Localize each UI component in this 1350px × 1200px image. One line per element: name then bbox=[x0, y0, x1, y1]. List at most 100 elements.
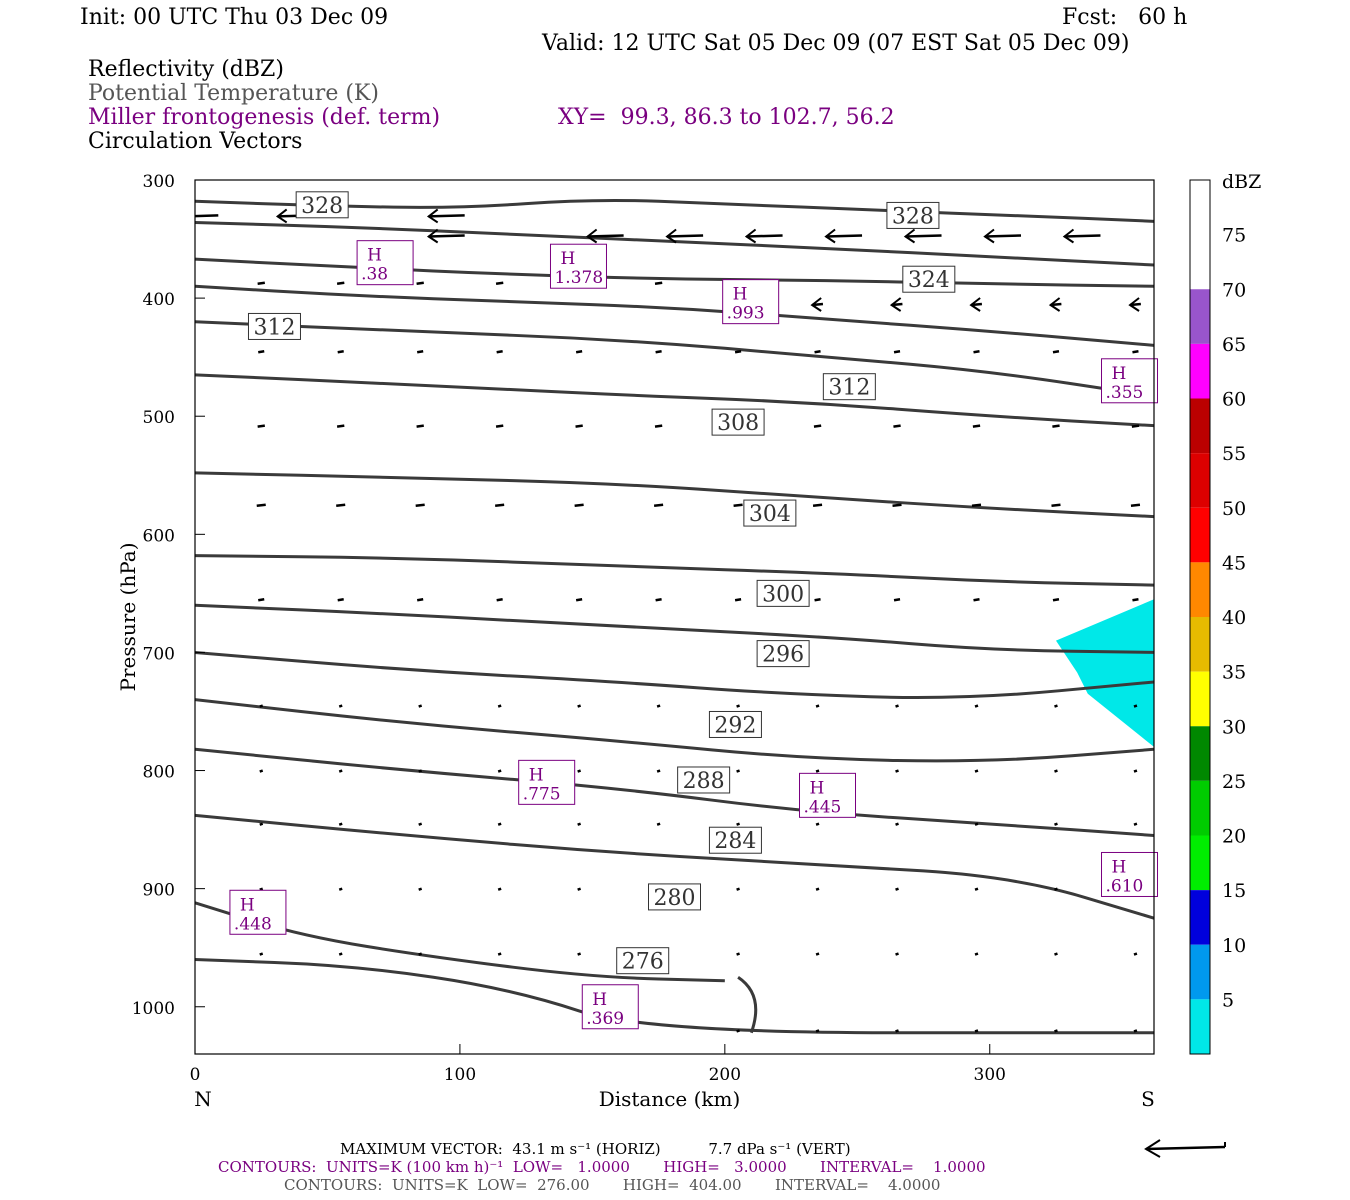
vector-shaft bbox=[1054, 822, 1058, 826]
x-tick-label: 0 bbox=[190, 1065, 201, 1085]
circulation-vector bbox=[495, 503, 505, 508]
circulation-vector bbox=[336, 424, 345, 428]
vector-shaft bbox=[814, 598, 821, 602]
y-axis-label: Pressure (hPa) bbox=[116, 543, 140, 692]
circulation-vector bbox=[259, 769, 264, 773]
vector-head bbox=[1062, 228, 1075, 244]
contour-label-box bbox=[295, 191, 349, 219]
frontogenesis-max: H.610 bbox=[1101, 851, 1159, 897]
vector-shaft bbox=[826, 234, 863, 238]
vector-shaft bbox=[812, 503, 823, 508]
circulation-vector bbox=[1130, 503, 1141, 508]
vector-shaft bbox=[893, 424, 901, 428]
vector-shaft bbox=[1133, 769, 1138, 773]
circulation-vector bbox=[338, 887, 343, 891]
colorbar-label: 75 bbox=[1222, 225, 1246, 247]
vector-shaft bbox=[973, 350, 980, 354]
vector-shaft bbox=[815, 822, 820, 826]
circulation-vector bbox=[893, 598, 901, 602]
vector-shaft bbox=[736, 952, 740, 956]
vector-shaft bbox=[815, 952, 820, 956]
circulation-vector bbox=[418, 822, 423, 826]
circulation-vector bbox=[656, 704, 661, 708]
vector-shaft bbox=[984, 234, 1022, 238]
circulation-vector bbox=[1133, 769, 1138, 773]
colorbar-label: 60 bbox=[1222, 389, 1246, 411]
colorbar-segment bbox=[1190, 343, 1210, 399]
circulation-vector bbox=[496, 350, 503, 354]
vector-shaft bbox=[418, 887, 423, 891]
colorbar-label: 45 bbox=[1222, 552, 1246, 574]
circulation-vector bbox=[974, 887, 979, 891]
circulation-vector bbox=[655, 350, 662, 354]
vector-shaft bbox=[574, 503, 584, 508]
vector-shaft bbox=[1052, 598, 1060, 602]
circulation-vector bbox=[736, 1029, 740, 1033]
frontogenesis-box bbox=[229, 889, 287, 935]
circulation-vector bbox=[182, 209, 219, 222]
circulation-vector bbox=[1052, 424, 1060, 428]
circulation-vector bbox=[257, 281, 266, 285]
vector-head bbox=[665, 228, 677, 244]
colorbar-segment bbox=[1190, 780, 1210, 836]
circulation-vector bbox=[426, 228, 465, 244]
frontogenesis-high-label: H bbox=[529, 765, 544, 785]
frontogenesis-value: .993 bbox=[727, 304, 765, 324]
vector-shaft bbox=[496, 598, 503, 602]
vector-shaft bbox=[1133, 704, 1138, 708]
vector-shaft bbox=[338, 822, 343, 826]
vector-shaft bbox=[195, 214, 219, 218]
vector-shaft bbox=[667, 234, 704, 238]
theta-contour-304 bbox=[195, 554, 1154, 587]
contour-label-box bbox=[902, 265, 956, 293]
circulation-vector bbox=[337, 598, 344, 602]
vector-shaft bbox=[497, 704, 502, 708]
colorbar-label: 5 bbox=[1222, 989, 1234, 1011]
circulation-vector bbox=[259, 704, 264, 708]
circulation-vector bbox=[338, 822, 343, 826]
contour-label-box bbox=[616, 947, 670, 975]
circulation-vector bbox=[1132, 350, 1139, 354]
vector-shaft bbox=[746, 234, 783, 238]
circulation-vector bbox=[895, 769, 899, 773]
circulation-vector bbox=[259, 887, 264, 891]
vector-head bbox=[275, 208, 288, 224]
contour-label-box bbox=[756, 579, 810, 607]
circulation-vector bbox=[974, 952, 979, 956]
vector-shaft bbox=[974, 704, 979, 708]
colorbar-segment bbox=[1190, 289, 1210, 344]
vector-shaft bbox=[971, 503, 982, 508]
vector-shaft bbox=[905, 234, 942, 238]
frontogenesis-high-label: H bbox=[592, 990, 607, 1010]
frontogenesis-max: H.448 bbox=[229, 889, 287, 935]
circulation-vector bbox=[1048, 297, 1062, 312]
circulation-vector bbox=[734, 350, 742, 354]
vector-shaft bbox=[1130, 503, 1141, 508]
vector-head bbox=[983, 228, 995, 244]
circulation-vector bbox=[258, 350, 265, 354]
vector-shaft bbox=[1054, 1029, 1058, 1033]
frontogenesis-box bbox=[722, 279, 780, 325]
circulation-vector bbox=[418, 769, 423, 773]
contour-label: 324 bbox=[908, 268, 950, 293]
theta-contour-316 bbox=[195, 284, 1154, 347]
vector-shaft bbox=[495, 503, 505, 508]
x-axis-label: Distance (km) bbox=[599, 1087, 741, 1111]
vector-shaft bbox=[497, 952, 502, 956]
circulation-vector bbox=[974, 769, 979, 773]
circulation-vector bbox=[656, 822, 661, 826]
vector-shaft bbox=[1052, 424, 1060, 428]
vector-shaft bbox=[416, 350, 424, 354]
circulation-vector bbox=[497, 769, 502, 773]
colorbar-label: 25 bbox=[1222, 771, 1246, 793]
vector-shaft bbox=[257, 281, 266, 285]
circulation-vector bbox=[1062, 228, 1101, 244]
vector-shaft bbox=[575, 350, 583, 354]
circulation-vector bbox=[1133, 1029, 1138, 1033]
contour-label-box bbox=[822, 373, 876, 401]
field-frontogenesis: Miller frontogenesis (def. term) bbox=[88, 105, 441, 130]
vector-shaft bbox=[1054, 952, 1058, 956]
circulation-vector bbox=[665, 228, 704, 244]
circulation-vector bbox=[495, 424, 504, 428]
vector-head bbox=[182, 209, 191, 222]
